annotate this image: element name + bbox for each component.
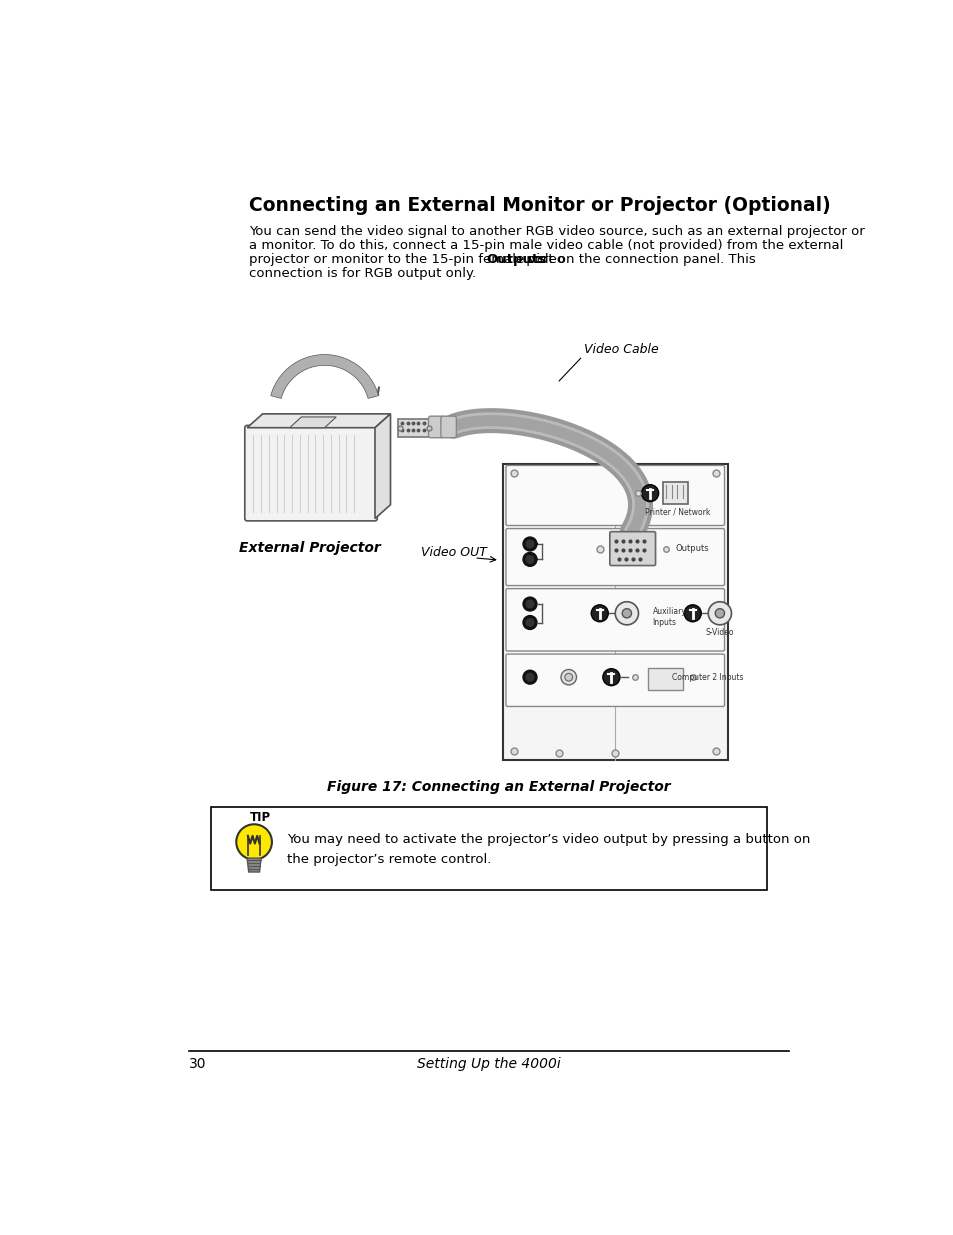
Text: Figure 17: Connecting an External Projector: Figure 17: Connecting an External Projec… bbox=[327, 779, 670, 794]
Circle shape bbox=[522, 615, 537, 630]
Circle shape bbox=[707, 601, 731, 625]
Text: You can send the video signal to another RGB video source, such as an external p: You can send the video signal to another… bbox=[249, 225, 864, 238]
Polygon shape bbox=[375, 414, 390, 519]
Circle shape bbox=[525, 673, 534, 680]
Text: Outputs: Outputs bbox=[676, 545, 709, 553]
Circle shape bbox=[591, 605, 608, 621]
Text: a monitor. To do this, connect a 15-pin male video cable (not provided) from the: a monitor. To do this, connect a 15-pin … bbox=[249, 240, 843, 252]
Polygon shape bbox=[247, 414, 390, 427]
Polygon shape bbox=[290, 417, 335, 427]
Circle shape bbox=[522, 671, 537, 684]
Circle shape bbox=[525, 556, 534, 563]
Text: S-Video: S-Video bbox=[705, 627, 734, 637]
FancyBboxPatch shape bbox=[502, 464, 727, 761]
Circle shape bbox=[560, 669, 576, 685]
FancyBboxPatch shape bbox=[211, 806, 766, 889]
Text: the projector’s remote control.: the projector’s remote control. bbox=[286, 852, 491, 866]
Circle shape bbox=[525, 619, 534, 626]
FancyBboxPatch shape bbox=[609, 531, 655, 566]
Polygon shape bbox=[397, 419, 431, 437]
Text: projector or monitor to the 15-pin female video: projector or monitor to the 15-pin femal… bbox=[249, 253, 569, 266]
Polygon shape bbox=[271, 354, 378, 399]
Polygon shape bbox=[247, 858, 261, 872]
Text: Connecting an External Monitor or Projector (Optional): Connecting an External Monitor or Projec… bbox=[249, 196, 830, 215]
FancyBboxPatch shape bbox=[662, 483, 687, 504]
Circle shape bbox=[715, 609, 723, 618]
FancyBboxPatch shape bbox=[505, 529, 723, 585]
Circle shape bbox=[236, 824, 272, 860]
Text: Auxiliary
Inputs: Auxiliary Inputs bbox=[652, 608, 685, 627]
Text: Video OUT: Video OUT bbox=[421, 546, 487, 559]
Circle shape bbox=[683, 605, 700, 621]
Circle shape bbox=[621, 609, 631, 618]
Text: Printer / Network: Printer / Network bbox=[644, 508, 709, 516]
Text: Setting Up the 4000i: Setting Up the 4000i bbox=[416, 1057, 560, 1071]
FancyBboxPatch shape bbox=[245, 425, 377, 521]
Text: You may need to activate the projector’s video output by pressing a button on: You may need to activate the projector’s… bbox=[286, 834, 809, 846]
FancyBboxPatch shape bbox=[505, 466, 723, 526]
Text: External Projector: External Projector bbox=[239, 541, 381, 555]
Circle shape bbox=[522, 537, 537, 551]
Text: connection is for RGB output only.: connection is for RGB output only. bbox=[249, 267, 476, 280]
Circle shape bbox=[525, 600, 534, 608]
FancyBboxPatch shape bbox=[505, 655, 723, 706]
Text: Computer 2 Inputs: Computer 2 Inputs bbox=[672, 673, 743, 682]
FancyBboxPatch shape bbox=[647, 668, 682, 689]
Text: TIP: TIP bbox=[249, 811, 271, 824]
Circle shape bbox=[522, 597, 537, 611]
Circle shape bbox=[525, 540, 534, 548]
Text: port on the connection panel. This: port on the connection panel. This bbox=[521, 253, 755, 266]
Text: 30: 30 bbox=[189, 1057, 206, 1071]
Text: Outputs: Outputs bbox=[486, 253, 546, 266]
Circle shape bbox=[641, 484, 658, 501]
Circle shape bbox=[602, 668, 619, 685]
FancyBboxPatch shape bbox=[505, 589, 723, 651]
Text: Video Cable: Video Cable bbox=[583, 343, 659, 357]
FancyBboxPatch shape bbox=[428, 416, 443, 437]
Circle shape bbox=[615, 601, 638, 625]
Circle shape bbox=[522, 552, 537, 567]
FancyBboxPatch shape bbox=[440, 416, 456, 437]
Circle shape bbox=[564, 673, 572, 680]
